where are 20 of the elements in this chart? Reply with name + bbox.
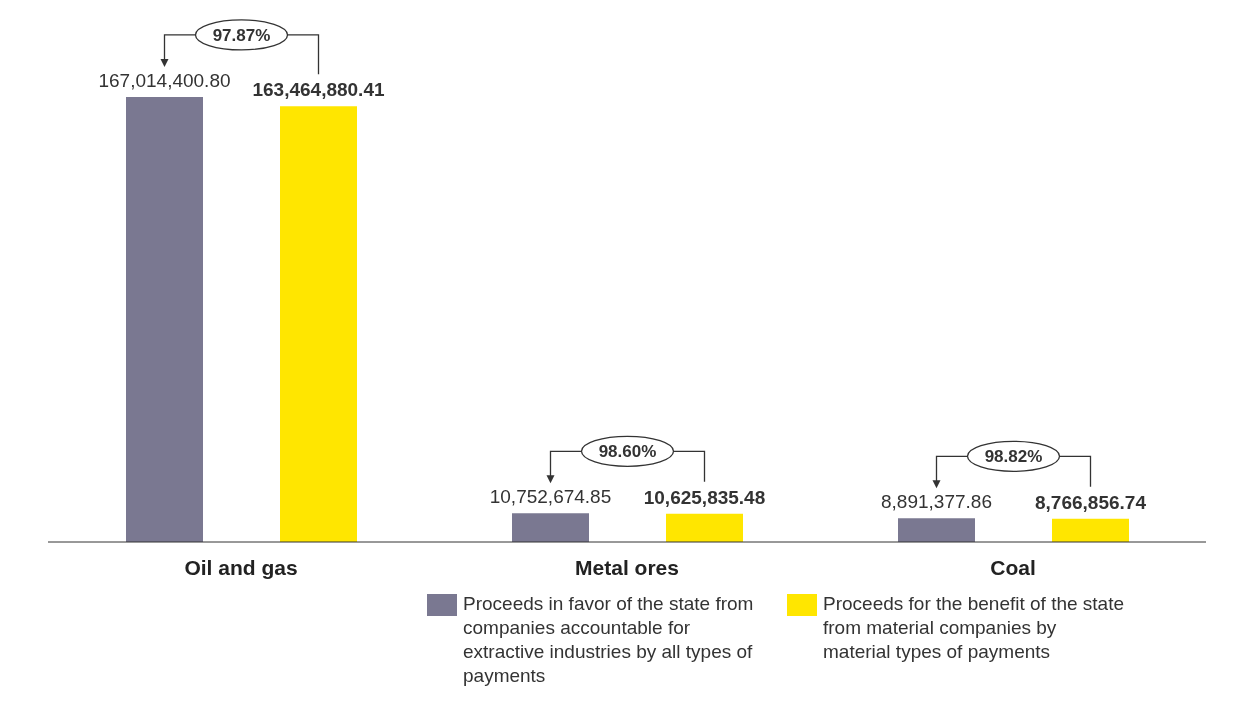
text: 97.87% — [212, 25, 271, 45]
bar — [280, 106, 357, 542]
data-label: 8,891,377.86 — [881, 491, 992, 513]
bar — [666, 513, 743, 542]
bar — [512, 513, 589, 542]
x-tick-label: Coal — [990, 555, 1036, 579]
data-label: 167,014,400.80 — [98, 69, 231, 91]
bar — [126, 96, 203, 542]
annotation: 98.82% — [984, 447, 1043, 467]
data-label: 10,752,674.85 — [489, 486, 612, 508]
annotation: 98.60% — [598, 442, 657, 462]
bar — [1052, 518, 1129, 542]
legend-label: Proceeds for the benefit of the state from material companies by material types of payments — [823, 592, 1126, 664]
x-tick-label: Oil and gas — [184, 555, 298, 579]
x-tick-label: Metal ores — [575, 555, 679, 579]
bar — [898, 518, 975, 542]
data-label: 8,766,856.74 — [1035, 491, 1147, 513]
data-label: 163,464,880.41 — [252, 79, 385, 101]
legend-label: Proceeds in favor of the state from companies accountable for extractive industries by all types of payments — [463, 592, 755, 688]
data-label: 10,625,835.48 — [643, 486, 766, 508]
